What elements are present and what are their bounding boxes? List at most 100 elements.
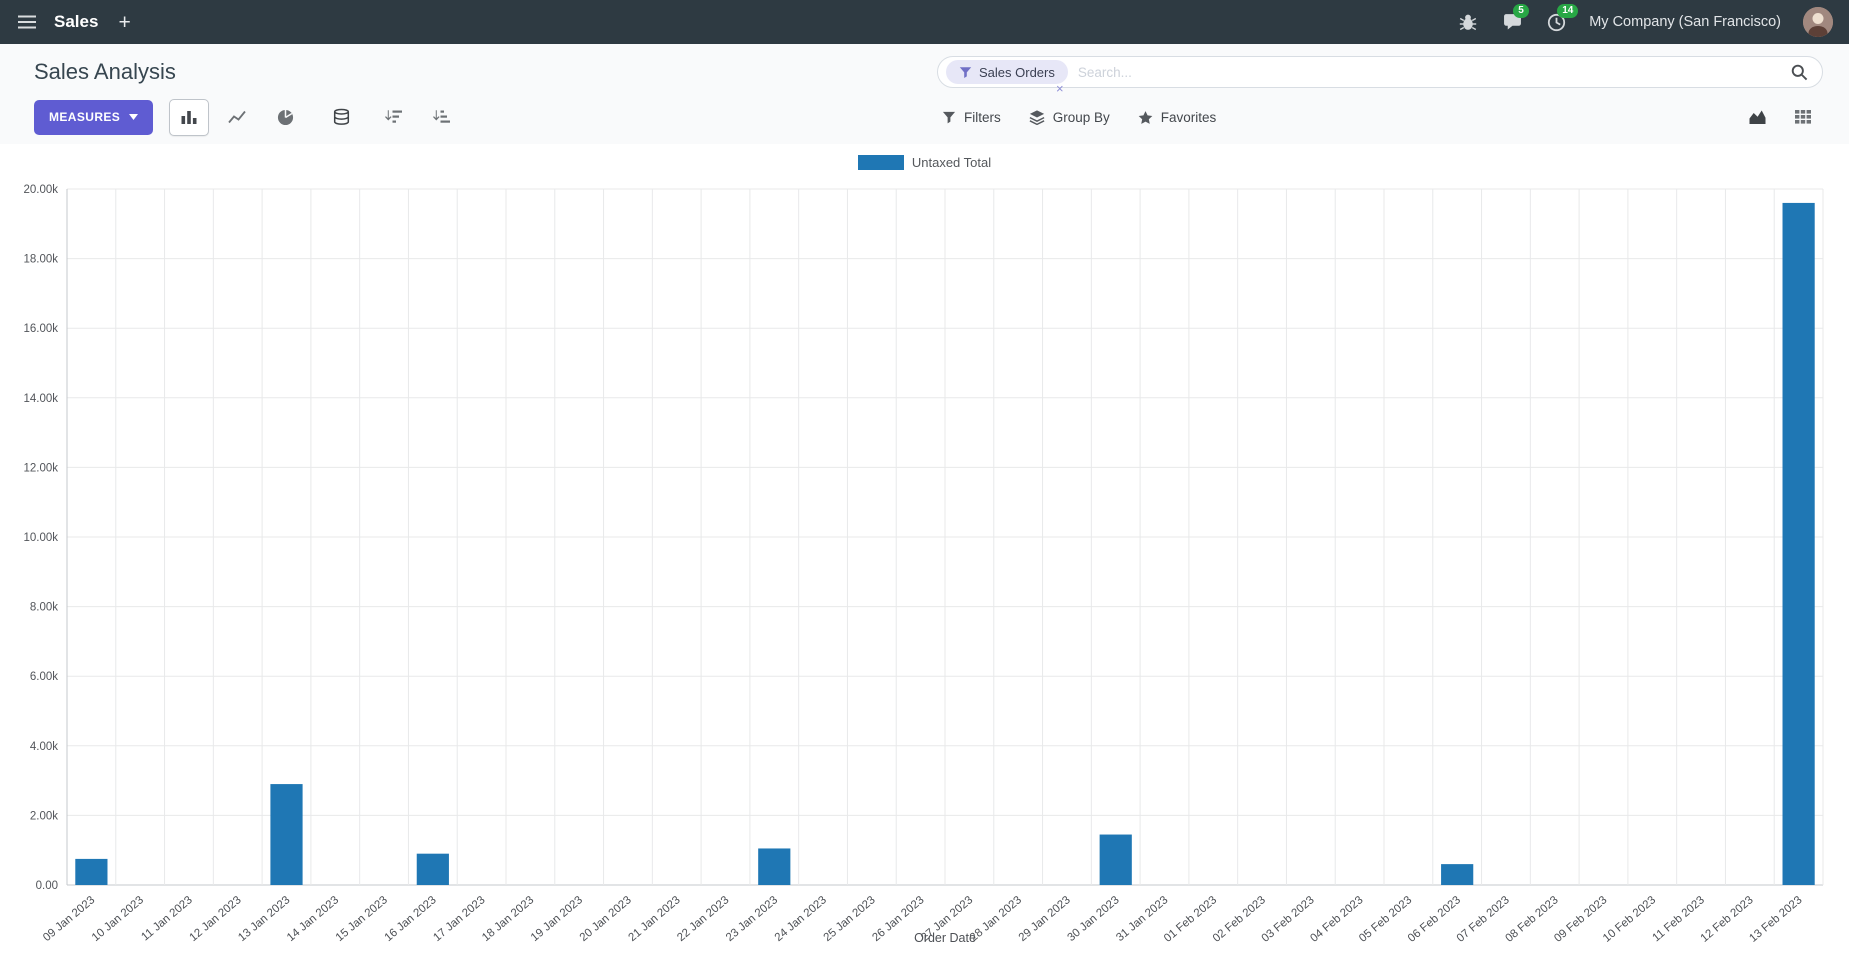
- y-tick-label: 4.00k: [30, 741, 58, 753]
- y-tick-label: 14.00k: [23, 393, 58, 405]
- bar-06-Feb-2023[interactable]: [1441, 864, 1474, 885]
- x-tick-label: 20 Jan 2023: [578, 894, 634, 944]
- legend-color-swatch: [857, 154, 904, 170]
- bar-chart[interactable]: 0.00 2.00k 4.00k 6.00k 8.00k 10.00k 12.00k 14.0…: [0, 172, 1849, 958]
- search-bar[interactable]: Sales Orders ×: [937, 56, 1823, 95]
- bar-chart-button[interactable]: [169, 98, 210, 136]
- x-tick-label: 14 Jan 2023: [285, 894, 341, 944]
- x-tick-label: 09 Jan 2023: [41, 894, 97, 944]
- page-title: Sales Analysis: [34, 59, 176, 84]
- breadcrumb-row: Sales Analysis Sales Orders ×: [34, 54, 1823, 95]
- bar-09-Jan-2023[interactable]: [75, 858, 108, 885]
- x-tick-label: 15 Jan 2023: [334, 894, 390, 944]
- x-tick-label: 13 Jan 2023: [236, 894, 292, 944]
- activities-count-badge: 14: [1557, 4, 1579, 18]
- filters-funnel-icon: [942, 111, 956, 124]
- x-tick-label: 07 Feb 2023: [1455, 894, 1512, 945]
- apps-menu-icon[interactable]: [16, 11, 38, 33]
- view-switcher: [1737, 99, 1823, 136]
- facet-remove-icon[interactable]: ×: [1056, 81, 1064, 96]
- facet-filter-icon: [959, 66, 972, 79]
- search-input[interactable]: [1067, 64, 1791, 80]
- pie-chart-button[interactable]: [265, 99, 305, 136]
- bar-30-Jan-2023[interactable]: [1099, 834, 1132, 885]
- company-switcher[interactable]: My Company (San Francisco): [1589, 14, 1781, 30]
- toolbar-row: MEASURES: [34, 96, 1823, 138]
- y-tick-label: 20.00k: [23, 184, 58, 196]
- x-tick-label: 06 Feb 2023: [1406, 894, 1463, 945]
- search-icon[interactable]: [1791, 64, 1808, 81]
- control-panel: Sales Analysis Sales Orders × MEASURES: [0, 44, 1849, 144]
- favorites-star-icon: [1138, 110, 1153, 125]
- sort-ascending-button[interactable]: [422, 99, 462, 136]
- messages-count-badge: 5: [1513, 4, 1529, 18]
- x-tick-label: 28 Jan 2023: [968, 894, 1024, 944]
- bar-13-Feb-2023[interactable]: [1782, 202, 1815, 886]
- measures-button[interactable]: MEASURES: [34, 99, 154, 135]
- x-tick-label: 19 Jan 2023: [529, 894, 585, 944]
- group-by-layers-icon: [1029, 109, 1045, 125]
- user-avatar[interactable]: [1803, 7, 1833, 37]
- graph-view-button[interactable]: [1737, 99, 1777, 136]
- legend-label: Untaxed Total: [911, 154, 992, 170]
- group-by-label: Group By: [1052, 109, 1110, 125]
- y-tick-label: 18.00k: [23, 254, 58, 266]
- bar-23-Jan-2023[interactable]: [758, 848, 791, 885]
- messages-icon[interactable]: 5: [1501, 4, 1529, 33]
- chart-region: Untaxed Total 0.00 2.00k 4.00k 6.00k 8.00k 10…: [0, 144, 1849, 958]
- group-by-button[interactable]: Group By: [1029, 109, 1110, 125]
- x-tick-label: 23 Jan 2023: [724, 894, 780, 944]
- top-nav: Sales + 5 14 M: [0, 0, 1849, 44]
- favorites-button[interactable]: Favorites: [1138, 109, 1217, 125]
- y-tick-label: 2.00k: [30, 810, 58, 822]
- x-tick-label: 22 Jan 2023: [675, 894, 731, 944]
- x-tick-label: 10 Feb 2023: [1601, 894, 1658, 945]
- stacked-toggle-button[interactable]: [321, 99, 361, 136]
- x-tick-label: 02 Feb 2023: [1211, 894, 1268, 945]
- x-tick-label: 16 Jan 2023: [383, 894, 439, 944]
- facet-label: Sales Orders: [979, 64, 1055, 80]
- app-name[interactable]: Sales: [54, 12, 99, 31]
- x-tick-label: 01 Feb 2023: [1162, 894, 1219, 945]
- top-nav-left: Sales +: [16, 11, 135, 33]
- y-tick-label: 16.00k: [23, 323, 58, 335]
- y-tick-label: 8.00k: [30, 602, 58, 614]
- y-tick-label: 0.00: [36, 880, 58, 892]
- bar-16-Jan-2023[interactable]: [416, 853, 449, 885]
- search-options-group: Filters Group By Favorites: [942, 109, 1216, 125]
- chevron-down-icon: [129, 114, 139, 120]
- y-tick-label: 6.00k: [30, 671, 58, 683]
- x-tick-label: 11 Jan 2023: [139, 894, 195, 943]
- pivot-view-button[interactable]: [1783, 99, 1823, 136]
- measures-label: MEASURES: [49, 110, 121, 124]
- x-tick-label: 17 Jan 2023: [431, 894, 487, 944]
- x-tick-label: 09 Feb 2023: [1552, 894, 1609, 945]
- x-tick-label: 30 Jan 2023: [1065, 894, 1121, 944]
- x-tick-label: 13 Feb 2023: [1747, 894, 1804, 945]
- bar-13-Jan-2023[interactable]: [270, 784, 303, 885]
- line-chart-button[interactable]: [217, 99, 257, 136]
- top-nav-right: 5 14 My Company (San Francisco): [1457, 4, 1833, 37]
- y-tick-label: 12.00k: [23, 462, 58, 474]
- x-tick-label: 03 Feb 2023: [1260, 894, 1317, 945]
- new-plus-icon[interactable]: +: [118, 10, 131, 34]
- filters-label: Filters: [964, 109, 1001, 125]
- x-tick-label: 24 Jan 2023: [773, 894, 829, 944]
- chart-legend[interactable]: Untaxed Total: [0, 152, 1849, 172]
- x-axis-title: Order Date: [914, 931, 976, 945]
- debug-bug-icon[interactable]: [1457, 11, 1479, 33]
- x-tick-label: 29 Jan 2023: [1017, 894, 1073, 944]
- x-tick-label: 25 Jan 2023: [822, 894, 878, 944]
- chart-type-group: [169, 98, 305, 136]
- activities-clock-icon[interactable]: 14: [1545, 4, 1579, 33]
- filters-button[interactable]: Filters: [942, 110, 1001, 125]
- x-tick-label: 18 Jan 2023: [480, 894, 536, 944]
- favorites-label: Favorites: [1160, 109, 1217, 125]
- search-facet-sales-orders[interactable]: Sales Orders: [946, 60, 1068, 84]
- x-tick-label: 12 Jan 2023: [187, 894, 243, 944]
- x-tick-label: 21 Jan 2023: [626, 894, 682, 944]
- x-tick-label: 12 Feb 2023: [1699, 894, 1756, 945]
- x-tick-label: 04 Feb 2023: [1308, 894, 1365, 945]
- sort-descending-button[interactable]: [374, 99, 414, 136]
